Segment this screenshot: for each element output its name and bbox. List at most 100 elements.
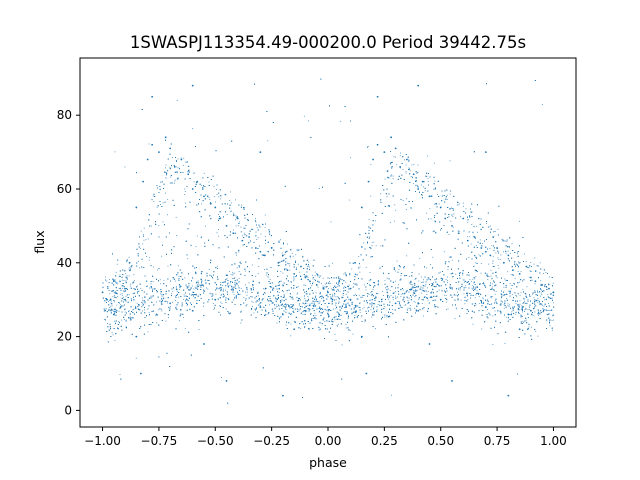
data-point bbox=[372, 158, 374, 161]
data-point bbox=[472, 278, 474, 280]
data-point bbox=[297, 263, 299, 265]
data-point bbox=[141, 297, 143, 299]
data-point bbox=[462, 202, 464, 204]
data-point bbox=[505, 252, 507, 254]
data-point bbox=[517, 266, 519, 268]
data-point bbox=[451, 224, 453, 227]
data-point bbox=[408, 297, 410, 299]
data-point bbox=[429, 208, 431, 210]
data-point bbox=[240, 322, 242, 324]
data-point bbox=[181, 304, 183, 305]
data-point bbox=[522, 311, 523, 313]
data-point bbox=[107, 323, 108, 324]
data-point bbox=[207, 288, 209, 290]
data-point bbox=[175, 306, 177, 308]
data-point bbox=[158, 309, 160, 311]
data-point bbox=[380, 193, 382, 195]
data-point bbox=[463, 279, 465, 281]
data-point bbox=[539, 303, 541, 305]
data-point bbox=[236, 217, 239, 220]
data-point bbox=[260, 233, 262, 235]
data-point bbox=[201, 203, 203, 205]
data-point bbox=[396, 260, 398, 262]
data-point bbox=[280, 301, 282, 302]
data-point bbox=[525, 319, 527, 321]
data-point bbox=[530, 326, 532, 328]
data-point bbox=[404, 159, 405, 161]
data-point bbox=[150, 225, 152, 227]
data-point bbox=[506, 316, 508, 318]
data-point bbox=[289, 269, 291, 271]
data-point bbox=[439, 206, 442, 209]
data-point bbox=[176, 290, 178, 292]
data-point bbox=[195, 246, 197, 248]
data-point bbox=[142, 299, 143, 301]
data-point bbox=[430, 264, 431, 265]
data-point bbox=[179, 320, 180, 322]
data-point bbox=[549, 276, 551, 278]
data-point bbox=[323, 311, 324, 313]
data-point bbox=[398, 269, 400, 270]
data-point bbox=[503, 294, 504, 296]
data-point bbox=[297, 286, 299, 288]
data-point bbox=[517, 292, 519, 294]
data-point bbox=[167, 214, 168, 216]
data-point bbox=[524, 293, 526, 294]
data-point bbox=[506, 298, 507, 299]
data-point bbox=[306, 302, 308, 304]
data-point bbox=[267, 140, 269, 142]
data-point bbox=[239, 293, 241, 295]
data-point bbox=[338, 280, 341, 283]
data-point bbox=[282, 394, 284, 397]
data-point bbox=[371, 242, 373, 244]
data-point bbox=[535, 330, 537, 332]
data-point bbox=[246, 291, 248, 293]
data-points bbox=[101, 78, 555, 404]
data-point bbox=[474, 289, 476, 291]
data-point bbox=[137, 285, 138, 287]
data-point bbox=[252, 284, 254, 286]
data-point bbox=[286, 262, 288, 264]
data-point bbox=[514, 283, 515, 285]
data-point bbox=[482, 243, 484, 244]
data-point bbox=[427, 181, 429, 182]
data-point bbox=[322, 277, 324, 279]
data-point bbox=[417, 287, 419, 288]
data-point bbox=[230, 274, 232, 275]
data-point bbox=[256, 227, 258, 229]
data-point bbox=[208, 181, 210, 183]
data-point bbox=[180, 296, 182, 297]
data-point bbox=[371, 245, 373, 246]
data-point bbox=[361, 295, 363, 297]
data-point bbox=[304, 311, 306, 313]
data-point bbox=[498, 267, 500, 269]
data-point bbox=[395, 209, 397, 211]
data-point bbox=[531, 313, 533, 315]
data-point bbox=[324, 283, 326, 285]
data-point bbox=[526, 302, 528, 304]
data-point bbox=[207, 279, 208, 281]
data-point bbox=[518, 328, 521, 331]
data-point bbox=[519, 262, 521, 264]
data-point bbox=[387, 288, 389, 290]
data-point bbox=[265, 243, 266, 245]
data-point bbox=[323, 319, 325, 321]
data-point bbox=[380, 245, 382, 247]
data-point bbox=[428, 343, 431, 345]
data-point bbox=[414, 296, 416, 298]
data-point bbox=[119, 274, 121, 276]
data-point bbox=[332, 308, 334, 310]
data-point bbox=[321, 297, 322, 299]
data-point bbox=[537, 302, 539, 304]
data-point bbox=[290, 335, 292, 337]
data-point bbox=[481, 328, 483, 330]
data-point bbox=[307, 279, 309, 280]
data-point bbox=[349, 287, 352, 290]
data-point bbox=[251, 306, 253, 307]
data-point bbox=[444, 289, 445, 291]
data-point bbox=[431, 195, 433, 197]
data-point bbox=[409, 170, 411, 172]
data-point bbox=[521, 305, 523, 307]
data-point bbox=[413, 300, 415, 302]
